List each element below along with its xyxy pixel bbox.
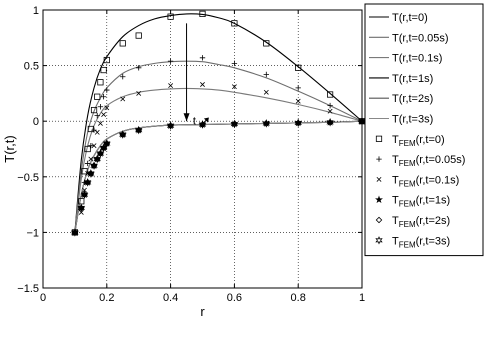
- x-axis-label: r: [200, 304, 205, 319]
- x-tick-label: 0.4: [163, 292, 178, 304]
- x-tick-label: 0.6: [227, 292, 242, 304]
- legend-entry-label: T(r,t=1s): [392, 73, 433, 85]
- y-tick-label: −1.5: [17, 283, 39, 295]
- legend-entry-label: T(r,t=0): [392, 12, 428, 24]
- x-tick-label: 1: [359, 292, 365, 304]
- legend-entry-label: T(r,t=0.1s): [392, 53, 442, 65]
- y-axis-label: T(r,t): [2, 135, 17, 162]
- y-tick-label: −0.5: [17, 172, 39, 184]
- y-tick-label: 0: [33, 116, 39, 128]
- y-tick-label: −1: [26, 227, 39, 239]
- y-tick-label: 0.5: [24, 61, 39, 73]
- legend-entry-label: T(r,t=0.05s): [392, 32, 449, 44]
- x-tick-label: 0.8: [291, 292, 306, 304]
- time-annotation-label: t: [193, 116, 196, 128]
- y-tick-label: 1: [33, 5, 39, 17]
- x-tick-label: 0.2: [99, 292, 114, 304]
- x-tick-label: 0: [40, 292, 46, 304]
- legend-entry-label: T(r,t=3s): [392, 114, 433, 126]
- legend-entry-label: T(r,t=2s): [392, 93, 433, 105]
- legend: T(r,t=0) T(r,t=0.05s) T(r,t=0.1s) T(r,t=1s)…: [365, 4, 483, 256]
